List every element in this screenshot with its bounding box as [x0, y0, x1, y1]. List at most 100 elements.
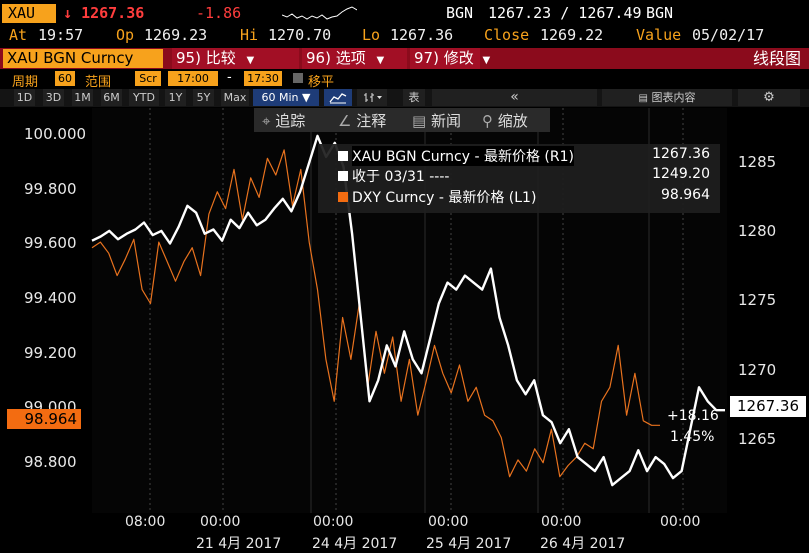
x-tick-time: 00:00 — [428, 514, 469, 530]
quote-header: XAU ↓ 1267.36 -1.86 BGN 1267.23 / 1267.4… — [0, 4, 809, 24]
edit-label: 97) 修改 — [414, 49, 474, 67]
right-last-value-tag: 1267.36 — [730, 396, 806, 417]
chart-type-title: 线段图 — [752, 49, 801, 68]
news-tool[interactable]: ▤ 新闻 — [412, 110, 461, 131]
low-value: 1267.36 — [390, 26, 454, 44]
chart-contents-button[interactable]: ▤ 图表内容 — [602, 89, 732, 106]
value-label: Value — [636, 26, 682, 44]
last-price: ↓ 1267.36 — [63, 4, 144, 22]
dxy-series-line — [91, 149, 660, 478]
left-tick: 99.400 — [24, 289, 77, 307]
right-tick: 1270 — [738, 361, 777, 379]
crosshair-icon: ⌖ — [262, 112, 271, 130]
legend-item-xau[interactable]: XAU BGN Curncy - 最新价格 (R1) 1267.36 — [322, 146, 718, 166]
zoom-tool[interactable]: ⚲ 缩放 — [482, 110, 528, 131]
range-3d[interactable]: 3D — [43, 89, 64, 106]
range-1y[interactable]: 1Y — [165, 89, 186, 106]
chart-contents-label: 图表内容 — [651, 91, 696, 104]
range-1d[interactable]: 1D — [14, 89, 35, 106]
shift-label: 移平 — [308, 75, 335, 90]
legend-name-close: 收于 03/31 ---- — [352, 169, 450, 185]
edit-menu[interactable]: 97) 修改 ▼ — [410, 48, 490, 69]
line-chart-button[interactable] — [324, 89, 352, 106]
ticker-box[interactable]: XAU — [2, 4, 56, 23]
zoom-label: 缩放 — [497, 112, 528, 130]
shift-checkbox[interactable] — [293, 73, 303, 83]
range-max[interactable]: Max — [221, 89, 249, 106]
line-chart-icon — [329, 93, 347, 104]
time-to-field[interactable]: 17:30 — [244, 71, 282, 86]
x-tick-date: 21 4月 2017 — [196, 536, 282, 552]
at-label: At — [9, 26, 28, 44]
open-label: Op — [116, 26, 135, 44]
right-tick: 1275 — [738, 291, 777, 309]
chart-legend: XAU BGN Curncy - 最新价格 (R1) 1267.36 收于 03… — [318, 144, 720, 213]
news-label: 新闻 — [430, 112, 461, 130]
legend-swatch-outline — [338, 171, 348, 181]
high-value: 1270.70 — [268, 26, 332, 44]
legend-name-xau: XAU BGN Curncy - 最新价格 (R1) — [352, 146, 574, 166]
collapse-button[interactable]: « — [432, 89, 597, 106]
settings-gear-button[interactable]: ⚙ — [738, 89, 800, 106]
sparkline-icon — [282, 6, 357, 20]
high-label: Hi — [240, 26, 259, 44]
security-field[interactable]: XAU BGN Curncy — [3, 49, 163, 68]
options-arrow-icon: ▼ — [376, 55, 385, 66]
legend-value-dxy: 98.964 — [661, 187, 710, 203]
xau-series-line — [91, 134, 725, 487]
period-label: 周期 — [12, 75, 39, 90]
table-button[interactable]: 表 — [403, 89, 425, 106]
bar-chart-button[interactable] — [357, 89, 387, 106]
down-arrow-icon: ↓ — [63, 4, 73, 22]
legend-swatch-white — [338, 151, 348, 161]
legend-item-dxy[interactable]: DXY Curncy - 最新价格 (L1) 98.964 — [322, 187, 718, 207]
range-ytd[interactable]: YTD — [129, 89, 159, 106]
legend-value-xau: 1267.36 — [652, 146, 710, 162]
time-from-field[interactable]: 17:00 — [168, 71, 218, 86]
chart-contents-icon: ▤ — [638, 93, 648, 104]
x-tick-date: 25 4月 2017 — [426, 536, 512, 552]
range-6m[interactable]: 6M — [101, 89, 122, 106]
interval-dropdown[interactable]: 60 Min ▼ — [253, 89, 319, 106]
x-tick-date: 26 4月 2017 — [540, 536, 626, 552]
close-value: 1269.22 — [540, 26, 604, 44]
stats-line: At 19:57 Op 1269.23 Hi 1270.70 Lo 1267.3… — [0, 26, 809, 46]
x-tick-time: 08:00 — [125, 514, 166, 530]
x-tick-time: 00:00 — [313, 514, 354, 530]
last-price-value: 1267.36 — [81, 4, 145, 22]
news-icon: ▤ — [412, 112, 427, 130]
edit-arrow-icon: ▼ — [482, 55, 491, 66]
right-tick: 1285 — [738, 153, 777, 171]
range-5y[interactable]: 5Y — [193, 89, 214, 106]
x-tick-time: 00:00 — [541, 514, 582, 530]
value-date: 05/02/17 — [692, 26, 765, 44]
x-tick-time: 00:00 — [200, 514, 241, 530]
settings-line: 周期 60 范围 Scr 17:00 - 17:30 移平 — [0, 70, 809, 90]
legend-value-close: 1249.20 — [652, 166, 710, 182]
left-tick: 99.200 — [24, 344, 77, 362]
period-field[interactable]: 60 — [55, 71, 75, 86]
annotate-tool[interactable]: ∠ 注释 — [338, 110, 386, 131]
bid-source: BGN — [446, 4, 474, 22]
menu-bar: XAU BGN Curncy 95) 比较 ▼ 96) 选项 ▼ 97) 修改 … — [0, 48, 809, 69]
ticker-symbol: XAU — [8, 4, 36, 22]
left-tick: 99.800 — [24, 180, 77, 198]
chart-tools-bar: ⌖ 追踪 ∠ 注释 ▤ 新闻 ⚲ 缩放 — [254, 108, 550, 132]
track-tool[interactable]: ⌖ 追踪 — [262, 110, 305, 131]
time-dash: - — [227, 70, 232, 85]
bid-ask: 1267.23 / 1267.49 — [488, 4, 642, 22]
ohlc-icon — [364, 93, 382, 102]
x-tick-date: 24 4月 2017 — [312, 536, 398, 552]
range-field[interactable]: Scr — [135, 71, 161, 86]
open-value: 1269.23 — [144, 26, 208, 44]
track-label: 追踪 — [275, 112, 306, 130]
left-last-value-tag: 98.964 — [7, 409, 81, 429]
close-label: Close — [484, 26, 530, 44]
compare-label: 95) 比较 — [176, 49, 236, 67]
compare-menu[interactable]: 95) 比较 ▼ — [172, 48, 299, 69]
legend-item-close-ref[interactable]: 收于 03/31 ---- 1249.20 — [322, 166, 718, 186]
left-tick: 100.000 — [24, 125, 87, 143]
range-1m[interactable]: 1M — [72, 89, 93, 106]
ask-source: BGN — [646, 4, 674, 22]
options-menu[interactable]: 96) 选项 ▼ — [302, 48, 407, 69]
